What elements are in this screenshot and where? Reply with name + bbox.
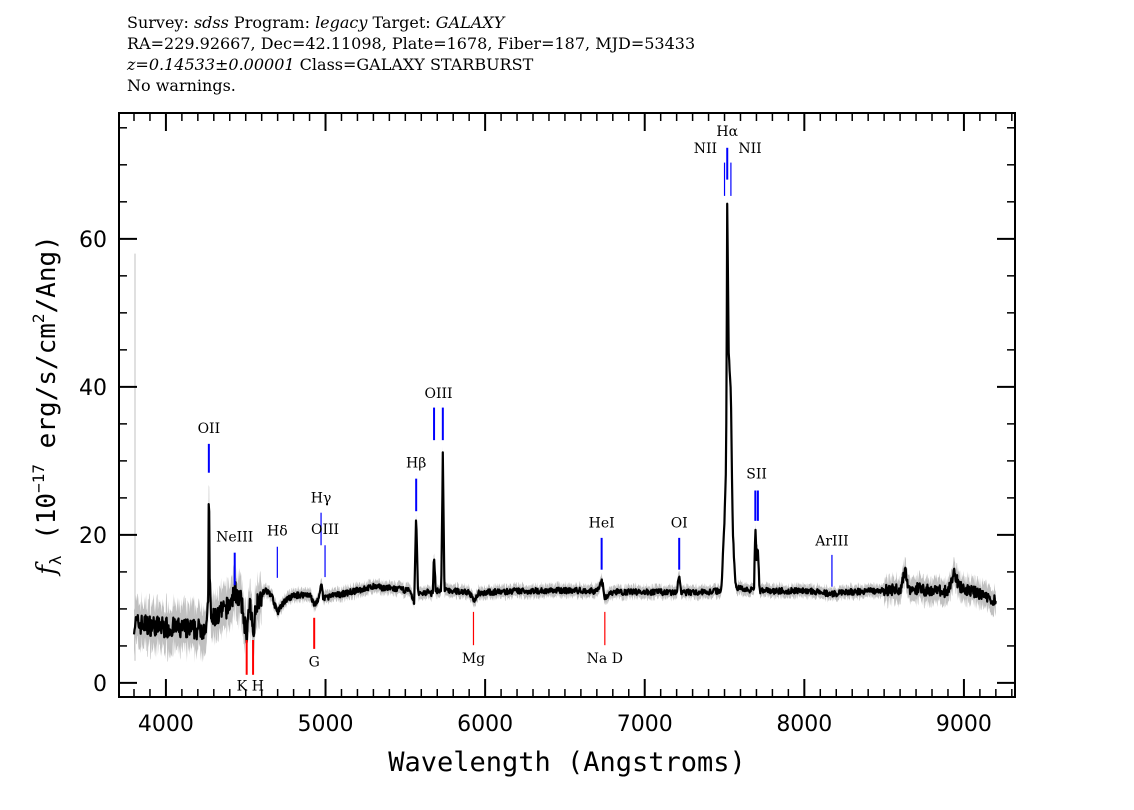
x-tick-label: 5000: [298, 712, 354, 737]
line-marker-label: NII: [738, 141, 761, 157]
plot-frame: [118, 112, 1016, 698]
header-line-warnings: No warnings.: [127, 76, 236, 95]
line-marker-label: H: [252, 678, 264, 694]
x-tick-label: 8000: [776, 712, 832, 737]
program-value: legacy: [315, 13, 368, 32]
line-marker-label: NeIII: [216, 530, 253, 546]
line-marker-label: NII: [694, 141, 717, 157]
survey-label: Survey:: [127, 13, 189, 32]
class-value: Class=GALAXY STARBURST: [299, 55, 534, 74]
line-marker-label: Hβ: [406, 456, 426, 472]
line-marker-label: Hγ: [311, 490, 332, 506]
line-marker-label: HeI: [589, 515, 615, 531]
y-tick-label: 20: [79, 524, 107, 549]
x-tick-label: 6000: [457, 712, 513, 737]
line-marker-label: OIII: [311, 522, 339, 538]
x-tick-label: 7000: [617, 712, 673, 737]
header-line-survey: Survey: sdss Program: legacy Target: GAL…: [127, 12, 695, 33]
line-marker-label: SII: [746, 467, 767, 483]
spectrum-series: [132, 202, 997, 644]
x-tick-label: 9000: [936, 712, 992, 737]
survey-value: sdss: [193, 13, 229, 32]
y-tick-label: 60: [79, 228, 107, 253]
x-tick-label: 4000: [138, 712, 194, 737]
redshift-value: z=0.14533±0.00001: [127, 55, 295, 74]
line-marker-label: OII: [198, 421, 221, 437]
header-line-coords: RA=229.92667, Dec=42.11098, Plate=1678, …: [127, 34, 696, 53]
x-axis-label: Wavelength (Angstroms): [388, 747, 746, 778]
line-marker-label: OIII: [424, 386, 452, 402]
line-marker-label: K: [237, 678, 248, 694]
y-tick-label: 0: [93, 672, 107, 697]
line-marker-label: Na D: [587, 651, 623, 667]
error-band: [134, 197, 996, 664]
spectrum-header: Survey: sdss Program: legacy Target: GAL…: [127, 12, 695, 96]
line-marker-label: Hδ: [267, 524, 288, 540]
y-axis-label: fλ (10−17 erg/s/cm2/Ang): [29, 235, 65, 577]
spectrum-line: [132, 202, 997, 644]
header-line-redshift: z=0.14533±0.00001 Class=GALAXY STARBURST: [127, 54, 695, 75]
line-marker-label: OI: [671, 515, 688, 531]
axes: 4000 5000 6000 7000 8000 9000 0 20 40 60: [79, 113, 1015, 737]
line-marker-label: Hα: [716, 124, 738, 140]
target-label: Target:: [372, 13, 431, 32]
line-marker-label: G: [309, 655, 320, 671]
line-marker-label: ArIII: [814, 533, 848, 549]
target-value: GALAXY: [435, 13, 505, 32]
program-label: Program:: [233, 13, 310, 32]
line-marker-label: Mg: [462, 651, 485, 667]
error-band-area: [134, 197, 996, 664]
y-tick-label: 40: [79, 376, 107, 401]
